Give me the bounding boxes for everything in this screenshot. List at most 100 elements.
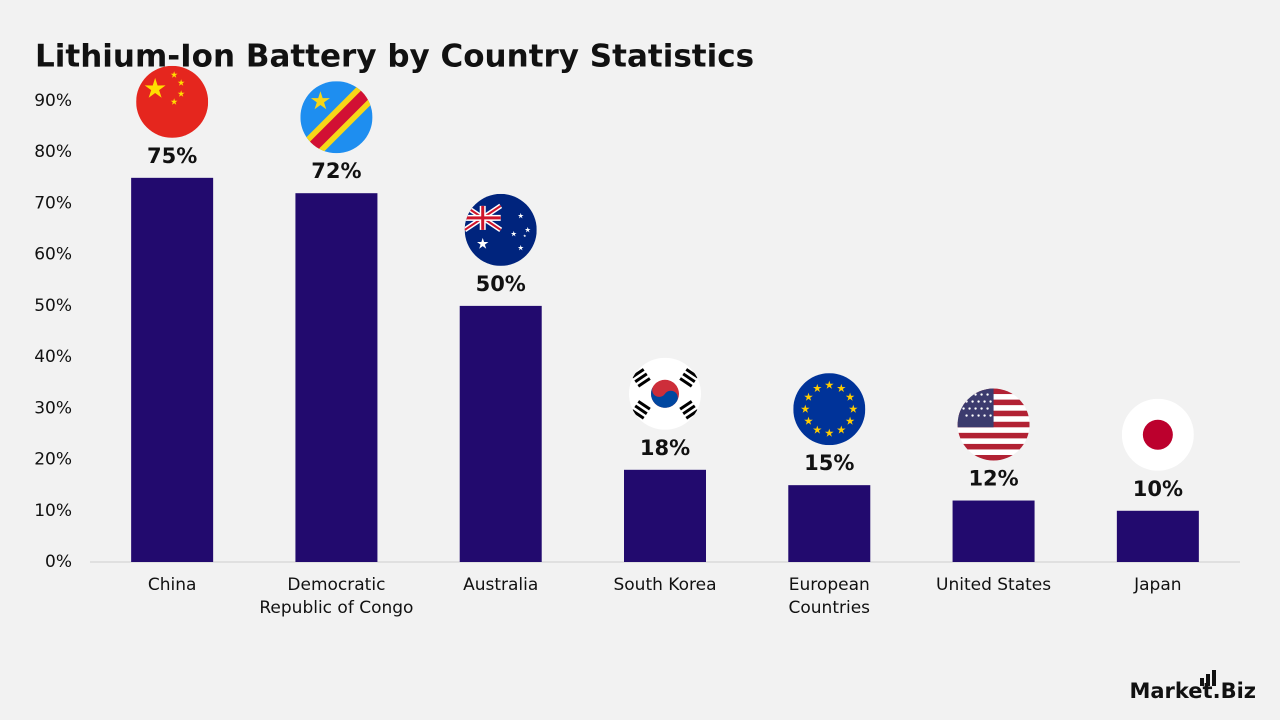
value-label: 15% [804, 451, 854, 475]
flag-part [682, 372, 696, 383]
y-tick-label: 50% [34, 296, 72, 316]
value-label: 75% [147, 144, 197, 168]
flag-part [631, 400, 651, 420]
y-tick-label: 20% [34, 450, 72, 470]
flag-part [637, 400, 651, 411]
brand-icon [1200, 670, 1216, 686]
flag-part [679, 400, 693, 411]
flag-part [989, 414, 992, 417]
x-tick-label: South Korea [613, 575, 717, 595]
flag-part [974, 407, 977, 410]
flag-body [629, 357, 701, 430]
flag-part [968, 407, 971, 410]
bar [1116, 510, 1199, 562]
flag-part [957, 427, 1030, 434]
flag-part [980, 407, 983, 410]
flag-part [957, 449, 1030, 456]
flag-part [974, 393, 977, 396]
flag-part [464, 203, 503, 232]
flag-part [989, 400, 992, 403]
flag-part [631, 368, 645, 379]
bar [131, 177, 214, 563]
flag-part [965, 414, 968, 417]
flag-part [986, 393, 989, 396]
x-tick-label-box: Australia [463, 575, 539, 595]
flag-part [481, 205, 485, 230]
flag-part [957, 438, 1030, 445]
flag-part [983, 400, 986, 403]
bar [788, 485, 871, 562]
chart-title: Lithium-Ion Battery by Country Statistic… [35, 39, 754, 75]
x-tick-label-box: South Korea [613, 575, 717, 595]
flag-part [977, 414, 980, 417]
flag-icon [957, 388, 1030, 461]
flag-part [968, 393, 971, 396]
x-tick-label: European Countries [788, 575, 871, 618]
flag-part [637, 377, 651, 388]
flag-part [651, 385, 678, 408]
x-tick-label: Australia [463, 575, 539, 595]
y-tick-label: 70% [34, 193, 72, 213]
x-tick-label-box: Japan [1134, 575, 1182, 595]
flag-icon [300, 81, 373, 154]
x-tick-label: Japan [1134, 575, 1182, 595]
y-tick-label: 90% [34, 91, 72, 111]
x-tick-label-box: European Countries [788, 575, 871, 618]
flag-part [136, 65, 209, 138]
flag-part [957, 443, 1030, 450]
flag-icon [793, 373, 866, 446]
flag-part [980, 393, 983, 396]
flag-part [634, 404, 648, 415]
bar [295, 193, 378, 562]
flag-icon [136, 65, 209, 138]
y-tick-label: 30% [34, 398, 72, 418]
flag-body [464, 193, 537, 266]
flag-part [971, 414, 974, 417]
bar [459, 305, 542, 562]
x-tick-label-box: Democratic Republic of Congo [259, 575, 414, 618]
flag-part [1142, 419, 1173, 450]
flag-part [631, 409, 645, 420]
value-label: 12% [968, 467, 1018, 491]
x-tick-label-box: China [147, 575, 197, 595]
bar [624, 469, 706, 562]
flag-icon [464, 193, 537, 266]
flag-part [685, 368, 699, 379]
y-tick-label: 80% [34, 142, 72, 162]
y-tick-label: 60% [34, 245, 72, 265]
flag-part [631, 368, 651, 388]
y-tick-label: 40% [34, 347, 72, 367]
x-tick-label: United States [936, 575, 1052, 595]
flag-part [300, 81, 373, 154]
x-tick-label-box: United States [936, 575, 1052, 595]
flag-part [983, 414, 986, 417]
flag-part [971, 400, 974, 403]
value-label: 72% [311, 159, 361, 183]
flag-part [962, 407, 965, 410]
flag-part [634, 372, 648, 383]
value-label: 18% [640, 436, 690, 460]
value-label: 50% [476, 272, 526, 296]
x-tick-label: Democratic Republic of Congo [259, 575, 414, 618]
flag-body [1121, 398, 1194, 471]
flag-body [136, 65, 209, 138]
flag-icon [629, 357, 701, 430]
flag-part [977, 400, 980, 403]
flag-part [965, 400, 968, 403]
flag-part [679, 368, 699, 388]
brand-logo: Market.Biz [1129, 679, 1256, 703]
flag-part [682, 404, 696, 415]
flag-part [679, 400, 699, 420]
x-tick-label: China [147, 575, 197, 595]
flag-part [685, 409, 699, 420]
bar [952, 500, 1035, 562]
value-label: 10% [1133, 477, 1183, 501]
flag-part [957, 454, 1030, 461]
flag-part [957, 432, 1030, 439]
flag-body [957, 388, 1030, 461]
flag-body [300, 81, 373, 154]
flag-part [986, 407, 989, 410]
flag-icon [1121, 398, 1194, 471]
